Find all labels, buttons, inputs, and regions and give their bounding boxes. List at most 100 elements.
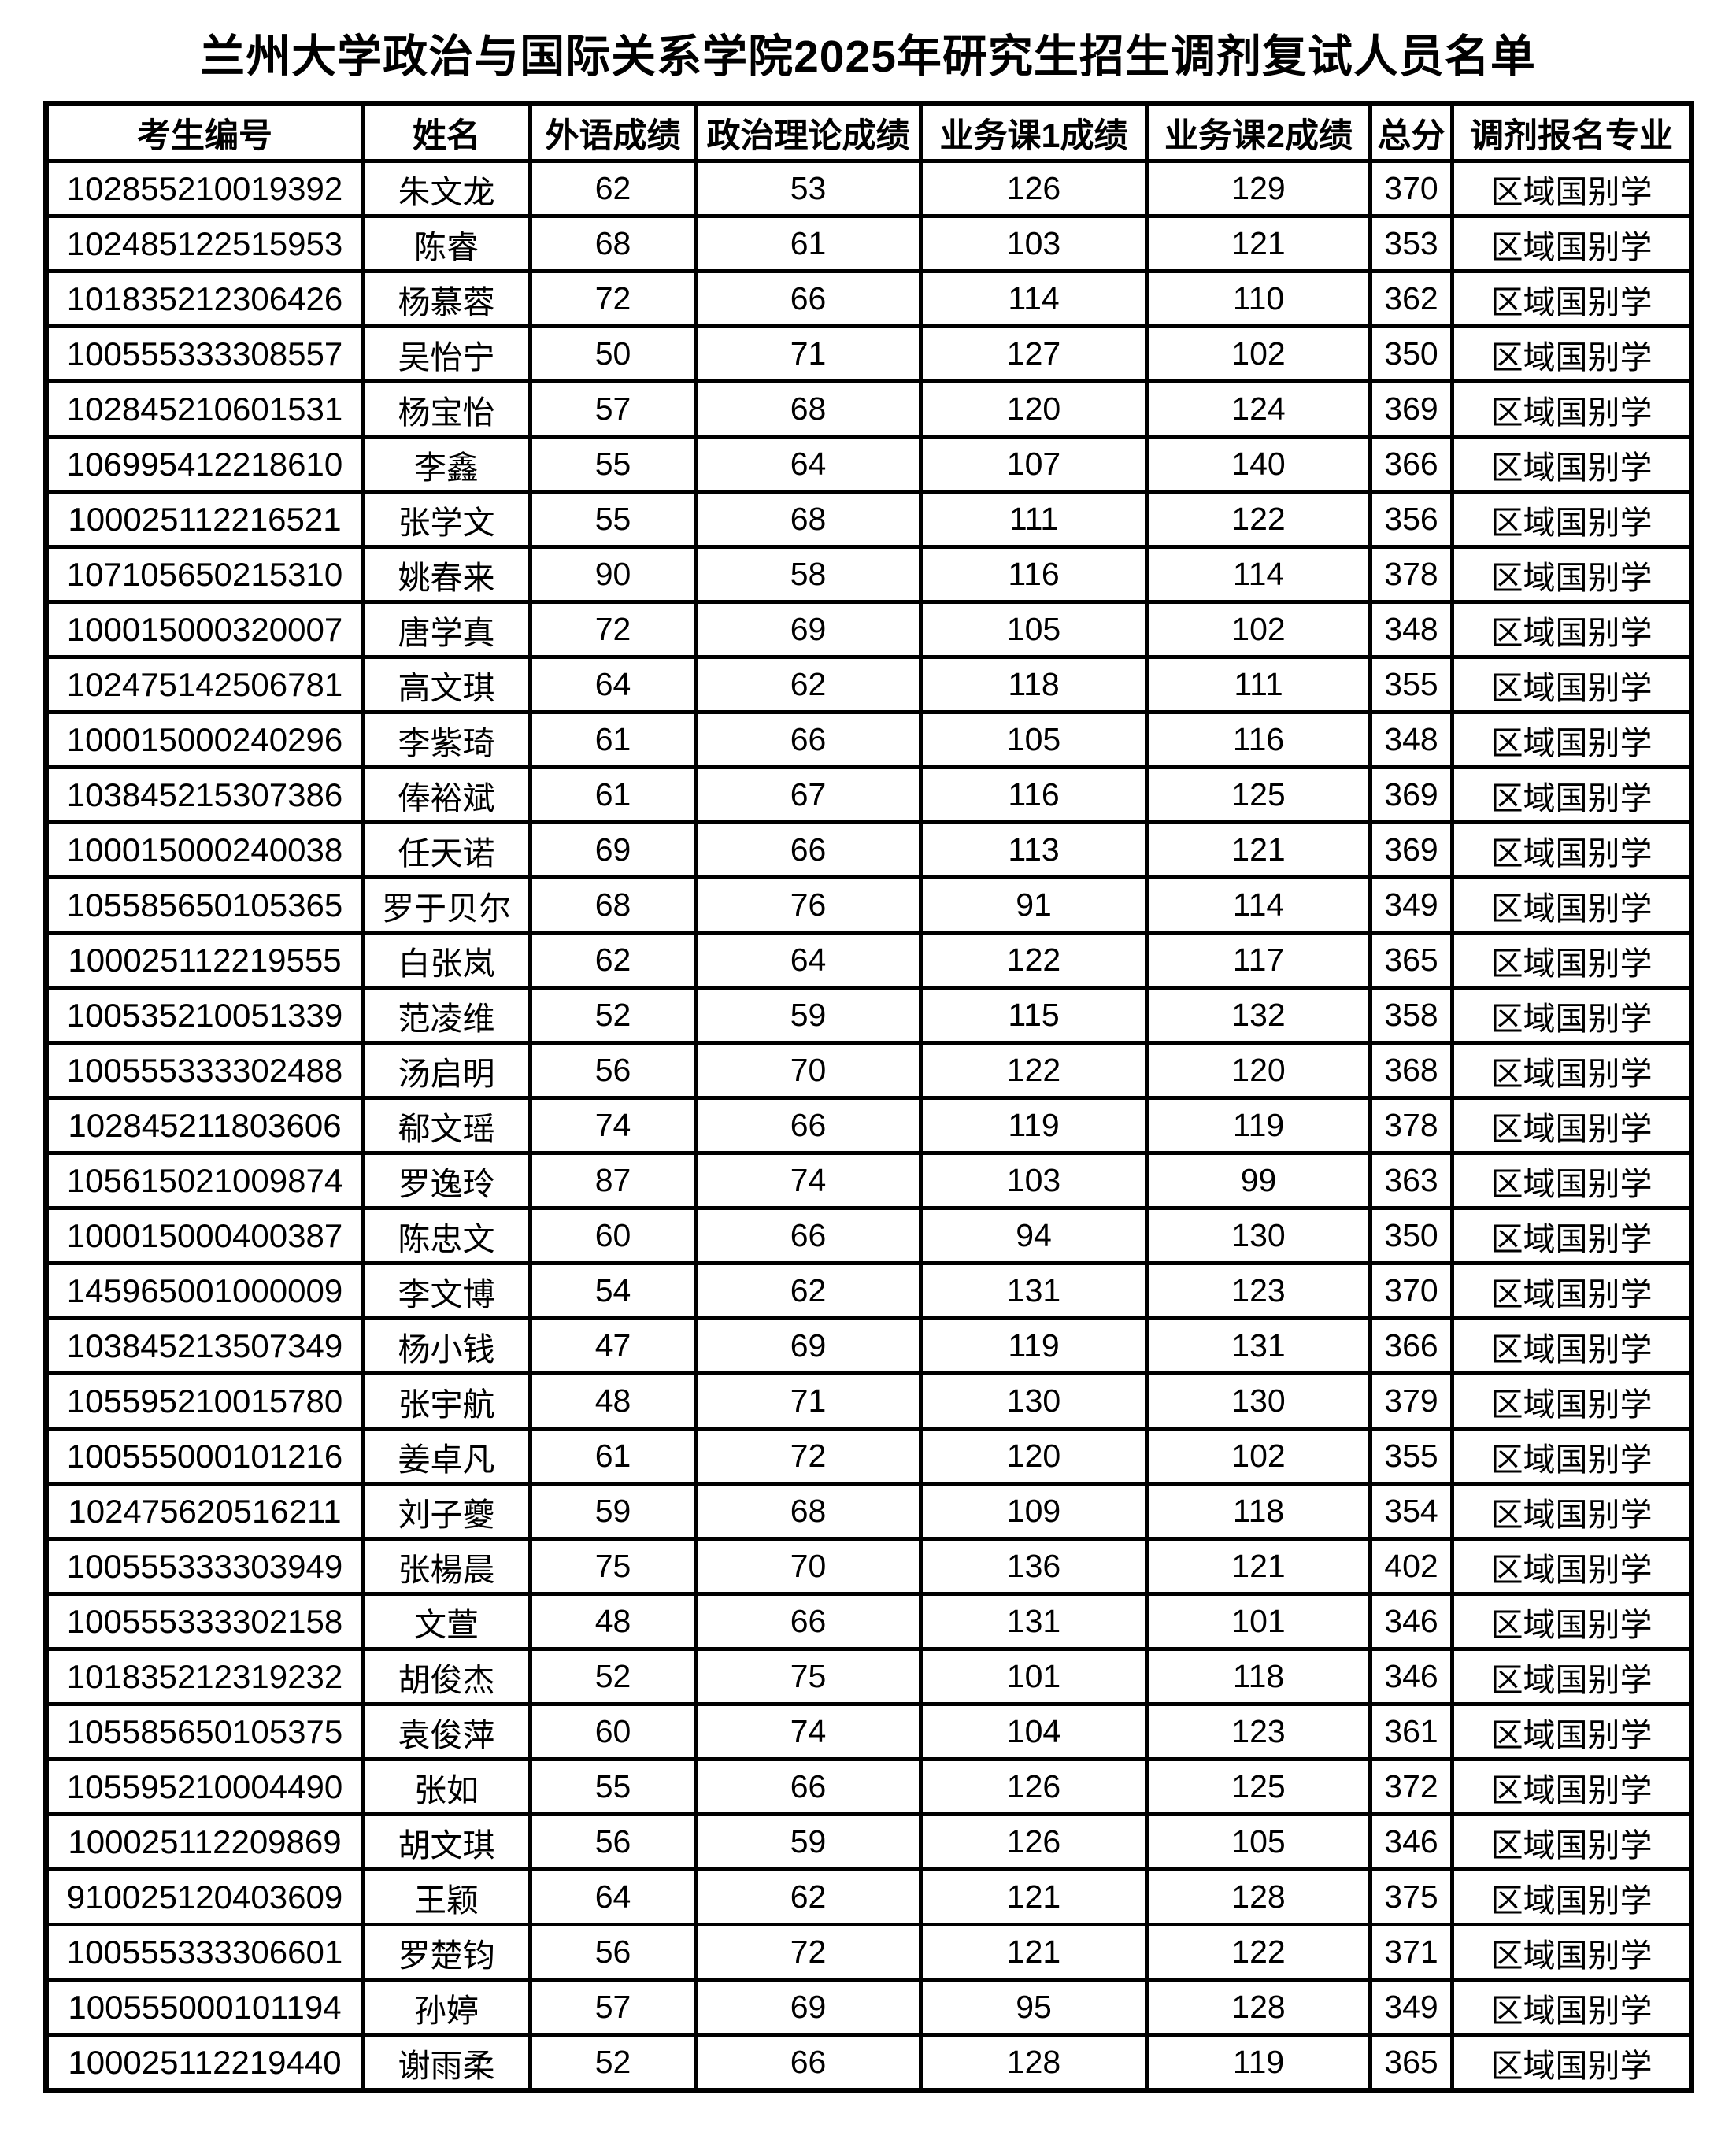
cell-name: 杨小钱: [361, 1316, 532, 1375]
cell-adjustment-major: 区域国别学: [1450, 765, 1693, 824]
cell-business-course1-score: 118: [919, 655, 1149, 714]
cell-foreign-language-score: 64: [528, 1867, 698, 1926]
cell-foreign-language-score: 68: [528, 875, 698, 935]
cell-business-course2-score: 119: [1145, 2033, 1372, 2093]
cell-adjustment-major: 区域国别学: [1450, 324, 1693, 383]
cell-adjustment-major: 区域国别学: [1450, 1978, 1693, 2037]
cell-business-course1-score: 114: [919, 269, 1149, 328]
col-header-name: 姓名: [361, 102, 532, 163]
cell-business-course1-score: 103: [919, 214, 1149, 273]
cell-adjustment-major: 区域国别学: [1450, 379, 1693, 439]
cell-exam-id: 100555333306601: [44, 1923, 365, 1982]
cell-adjustment-major: 区域国别学: [1450, 820, 1693, 879]
cell-total-score: 379: [1368, 1371, 1454, 1431]
cell-business-course2-score: 122: [1145, 490, 1372, 549]
col-header-business-course1-score: 业务课1成绩: [919, 102, 1149, 163]
table-row: 100535210051339 范凌维 52 59 115 132 358 区域国别学: [44, 986, 1693, 1045]
cell-total-score: 366: [1368, 435, 1454, 494]
cell-business-course2-score: 111: [1145, 655, 1372, 714]
cell-adjustment-major: 区域国别学: [1450, 1702, 1693, 1761]
cell-adjustment-major: 区域国别学: [1450, 269, 1693, 328]
cell-exam-id: 910025120403609: [44, 1867, 365, 1926]
cell-exam-id: 102845211803606: [44, 1096, 365, 1155]
cell-foreign-language-score: 50: [528, 324, 698, 383]
cell-name: 张楊晨: [361, 1537, 532, 1596]
cell-foreign-language-score: 75: [528, 1537, 698, 1596]
cell-foreign-language-score: 68: [528, 214, 698, 273]
cell-exam-id: 100555000101194: [44, 1978, 365, 2037]
cell-political-theory-score: 64: [694, 931, 923, 990]
cell-total-score: 366: [1368, 1316, 1454, 1375]
table-row: 107105650215310 姚春来 90 58 116 114 378 区域国别学: [44, 545, 1693, 604]
cell-business-course1-score: 122: [919, 1041, 1149, 1100]
cell-total-score: 362: [1368, 269, 1454, 328]
cell-exam-id: 102475620516211: [44, 1482, 365, 1541]
cell-foreign-language-score: 74: [528, 1096, 698, 1155]
cell-foreign-language-score: 72: [528, 600, 698, 659]
cell-exam-id: 100015000320007: [44, 600, 365, 659]
cell-name: 郗文瑶: [361, 1096, 532, 1155]
cell-political-theory-score: 69: [694, 600, 923, 659]
cell-name: 张如: [361, 1757, 532, 1816]
cell-foreign-language-score: 64: [528, 655, 698, 714]
cell-exam-id: 101835212306426: [44, 269, 365, 328]
cell-name: 罗于贝尔: [361, 875, 532, 935]
cell-business-course2-score: 125: [1145, 1757, 1372, 1816]
cell-exam-id: 145965001000009: [44, 1261, 365, 1320]
col-header-adjustment-major: 调剂报名专业: [1450, 102, 1693, 163]
cell-exam-id: 106995412218610: [44, 435, 365, 494]
cell-name: 谢雨柔: [361, 2033, 532, 2093]
cell-business-course2-score: 128: [1145, 1978, 1372, 2037]
cell-business-course1-score: 131: [919, 1261, 1149, 1320]
cell-business-course1-score: 107: [919, 435, 1149, 494]
cell-total-score: 355: [1368, 655, 1454, 714]
cell-business-course2-score: 132: [1145, 986, 1372, 1045]
cell-foreign-language-score: 56: [528, 1812, 698, 1871]
cell-business-course1-score: 91: [919, 875, 1149, 935]
table-row: 100555000101194 孙婷 57 69 95 128 349 区域国别学: [44, 1978, 1693, 2037]
cell-adjustment-major: 区域国别学: [1450, 655, 1693, 714]
cell-foreign-language-score: 56: [528, 1041, 698, 1100]
cell-foreign-language-score: 60: [528, 1702, 698, 1761]
cell-business-course2-score: 125: [1145, 765, 1372, 824]
cell-business-course1-score: 120: [919, 379, 1149, 439]
cell-adjustment-major: 区域国别学: [1450, 1206, 1693, 1265]
cell-foreign-language-score: 61: [528, 1427, 698, 1486]
cell-political-theory-score: 70: [694, 1537, 923, 1596]
table-row: 910025120403609 王颖 64 62 121 128 375 区域国别学: [44, 1867, 1693, 1926]
cell-name: 杨宝怡: [361, 379, 532, 439]
cell-business-course1-score: 116: [919, 545, 1149, 604]
cell-business-course2-score: 120: [1145, 1041, 1372, 1100]
cell-total-score: 378: [1368, 545, 1454, 604]
cell-total-score: 370: [1368, 1261, 1454, 1320]
cell-exam-id: 100025112219440: [44, 2033, 365, 2093]
table-row: 103845213507349 杨小钱 47 69 119 131 366 区域国别学: [44, 1316, 1693, 1375]
roster-table: 考生编号 姓名 外语成绩 政治理论成绩 业务课1成绩 业务课2成绩 总分 调剂报…: [43, 101, 1694, 2093]
cell-total-score: 356: [1368, 490, 1454, 549]
cell-political-theory-score: 69: [694, 1316, 923, 1375]
table-row: 102485122515953 陈睿 68 61 103 121 353 区域国别学: [44, 214, 1693, 273]
cell-total-score: 355: [1368, 1427, 1454, 1486]
table-row: 105595210004490 张如 55 66 126 125 372 区域国别学: [44, 1757, 1693, 1816]
cell-name: 胡俊杰: [361, 1647, 532, 1706]
cell-business-course1-score: 105: [919, 710, 1149, 769]
cell-adjustment-major: 区域国别学: [1450, 1757, 1693, 1816]
table-row: 101835212306426 杨慕蓉 72 66 114 110 362 区域国别学: [44, 269, 1693, 328]
cell-business-course1-score: 121: [919, 1923, 1149, 1982]
cell-business-course2-score: 128: [1145, 1867, 1372, 1926]
cell-adjustment-major: 区域国别学: [1450, 710, 1693, 769]
cell-business-course1-score: 126: [919, 1812, 1149, 1871]
cell-foreign-language-score: 52: [528, 2033, 698, 2093]
table-row: 100555333308557 吴怡宁 50 71 127 102 350 区域国别学: [44, 324, 1693, 383]
header-row: 考生编号 姓名 外语成绩 政治理论成绩 业务课1成绩 业务课2成绩 总分 调剂报…: [44, 102, 1693, 163]
cell-exam-id: 102855210019392: [44, 159, 365, 218]
cell-foreign-language-score: 55: [528, 490, 698, 549]
cell-business-course1-score: 95: [919, 1978, 1149, 2037]
table-row: 100555333302488 汤启明 56 70 122 120 368 区域国别学: [44, 1041, 1693, 1100]
cell-business-course1-score: 127: [919, 324, 1149, 383]
col-header-business-course2-score: 业务课2成绩: [1145, 102, 1372, 163]
cell-business-course1-score: 131: [919, 1592, 1149, 1651]
cell-name: 白张岚: [361, 931, 532, 990]
cell-political-theory-score: 68: [694, 490, 923, 549]
table-row: 100555333303949 张楊晨 75 70 136 121 402 区域国别学: [44, 1537, 1693, 1596]
